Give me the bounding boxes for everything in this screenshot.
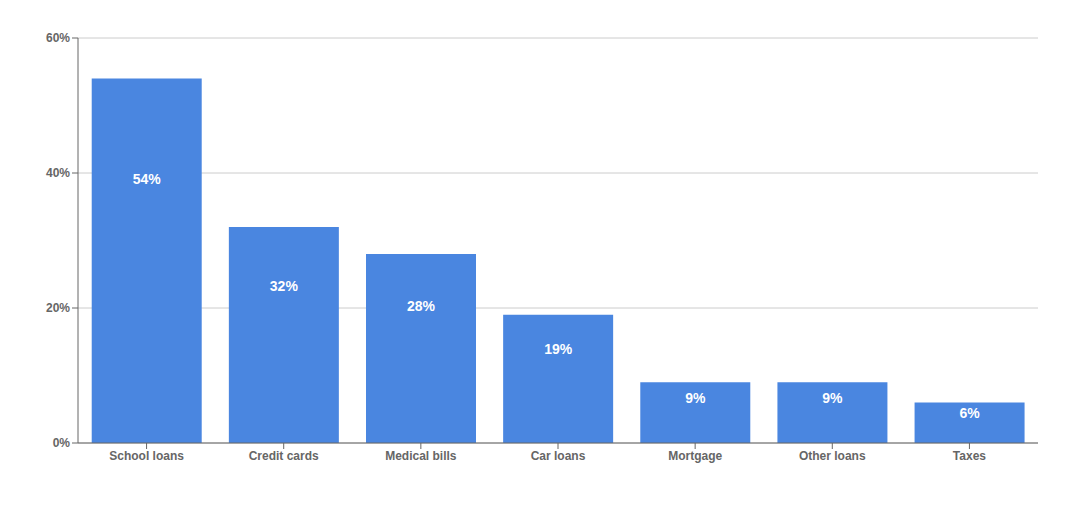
svg-text:Mortgage: Mortgage xyxy=(668,449,722,463)
svg-text:28%: 28% xyxy=(407,298,436,314)
svg-text:40%: 40% xyxy=(46,166,70,180)
svg-text:6%: 6% xyxy=(959,405,980,421)
svg-text:Other loans: Other loans xyxy=(799,449,866,463)
svg-text:9%: 9% xyxy=(685,390,706,406)
svg-text:60%: 60% xyxy=(46,31,70,45)
svg-text:9%: 9% xyxy=(822,390,843,406)
svg-text:0%: 0% xyxy=(53,436,71,450)
svg-text:20%: 20% xyxy=(46,301,70,315)
svg-text:School loans: School loans xyxy=(109,449,184,463)
svg-text:32%: 32% xyxy=(270,278,299,294)
svg-text:19%: 19% xyxy=(544,341,573,357)
svg-text:Taxes: Taxes xyxy=(953,449,986,463)
svg-text:Credit cards: Credit cards xyxy=(249,449,319,463)
svg-text:Car loans: Car loans xyxy=(531,449,586,463)
svg-text:Medical bills: Medical bills xyxy=(385,449,457,463)
svg-text:54%: 54% xyxy=(133,171,162,187)
